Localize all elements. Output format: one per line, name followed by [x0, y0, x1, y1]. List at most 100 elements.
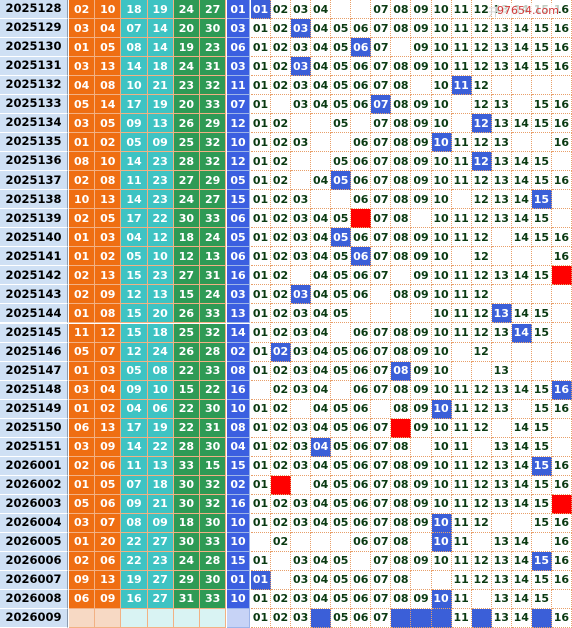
trend-number: 05 [331, 608, 352, 628]
red-ball: 12 [121, 342, 148, 362]
trend-number: 13 [491, 209, 512, 229]
trend-hit: 14 [511, 323, 532, 343]
trend-number: 03 [291, 494, 312, 514]
issue-number: 2025143 [0, 285, 68, 305]
blue-ball: 16 [227, 380, 250, 400]
trend-future-mark [531, 608, 552, 628]
trend-empty [511, 76, 532, 96]
red-ball: 24 [173, 0, 200, 20]
red-ball: 21 [147, 76, 174, 96]
trend-number: 07 [371, 171, 392, 191]
trend-number: 09 [411, 57, 432, 77]
trend-number: 05 [331, 152, 352, 172]
trend-number: 11 [451, 589, 472, 609]
trend-number: 06 [351, 190, 372, 210]
issue-number: 2025134 [0, 114, 68, 134]
red-ball: 18 [147, 323, 174, 343]
trend-empty [491, 76, 512, 96]
trend-number: 05 [331, 494, 352, 514]
issue-number: 2025148 [0, 380, 68, 400]
red-ball: 06 [147, 399, 174, 419]
red-ball: 12 [147, 228, 174, 248]
trend-number: 16 [551, 475, 572, 495]
trend-number: 07 [371, 76, 392, 96]
trend-empty [551, 342, 572, 362]
red-ball: 02 [69, 285, 96, 305]
red-ball: 22 [121, 551, 148, 571]
trend-number: 04 [311, 57, 332, 77]
red-ball: 13 [95, 418, 122, 438]
red-ball: 14 [147, 38, 174, 58]
trend-number: 04 [311, 494, 332, 514]
trend-number: 12 [471, 38, 492, 58]
red-ball: 18 [147, 475, 174, 495]
trend-number: 12 [471, 247, 492, 267]
trend-number: 10 [431, 380, 452, 400]
trend-number: 13 [491, 266, 512, 286]
red-ball: 07 [95, 513, 122, 533]
trend-number: 10 [431, 342, 452, 362]
trend-empty [551, 152, 572, 172]
red-ball: 01 [69, 532, 96, 552]
trend-number: 07 [371, 437, 392, 457]
blue-ball: 08 [227, 418, 250, 438]
issue-number: 2025141 [0, 247, 68, 267]
trend-number: 06 [351, 456, 372, 476]
trend-number: 12 [471, 323, 492, 343]
red-ball: 03 [69, 19, 96, 39]
issue-number: 2026005 [0, 532, 68, 552]
trend-number: 12 [471, 190, 492, 210]
trend-number: 04 [311, 399, 332, 419]
issue-number: 2025130 [0, 38, 68, 58]
issue-number: 2025146 [0, 342, 68, 362]
trend-future-mark [311, 608, 332, 628]
red-ball: 03 [69, 114, 96, 134]
red-ball: 33 [173, 456, 200, 476]
blue-ball: 10 [227, 133, 250, 153]
red-ball: 08 [95, 171, 122, 191]
red-ball: 01 [69, 304, 96, 324]
trend-hit: 16 [551, 380, 572, 400]
trend-number: 15 [531, 209, 552, 229]
trend-number: 13 [491, 171, 512, 191]
red-ball: 14 [121, 152, 148, 172]
trend-number: 02 [271, 437, 292, 457]
trend-hit: 06 [351, 247, 372, 267]
red-ball: 33 [200, 361, 227, 381]
red-ball: 33 [200, 209, 227, 229]
trend-number: 12 [471, 475, 492, 495]
trend-empty [411, 209, 432, 229]
trend-number: 04 [311, 513, 332, 533]
trend-empty [491, 513, 512, 533]
red-ball: 14 [121, 437, 148, 457]
blue-ball: 03 [227, 285, 250, 305]
trend-empty [451, 361, 472, 381]
trend-number: 03 [291, 133, 312, 153]
red-ball: 02 [69, 266, 96, 286]
red-ball: 19 [147, 418, 174, 438]
trend-number: 09 [411, 19, 432, 39]
issue-number: 2025149 [0, 399, 68, 419]
trend-empty [391, 304, 412, 324]
trend-number: 08 [391, 513, 412, 533]
trend-number: 16 [551, 38, 572, 58]
red-ball: 15 [121, 266, 148, 286]
trend-number: 09 [411, 551, 432, 571]
red-ball: 22 [200, 380, 227, 400]
red-ball: 11 [121, 171, 148, 191]
red-ball: 19 [147, 95, 174, 115]
red-ball: 10 [95, 152, 122, 172]
trend-number: 05 [331, 304, 352, 324]
trend-empty [411, 570, 432, 590]
red-ball: 29 [200, 171, 227, 191]
trend-number: 12 [471, 95, 492, 115]
red-ball: 27 [200, 0, 227, 20]
trend-number: 07 [371, 570, 392, 590]
trend-number: 06 [351, 399, 372, 419]
trend-number: 08 [391, 247, 412, 267]
trend-number: 01 [251, 266, 272, 286]
trend-empty [491, 228, 512, 248]
trend-number: 01 [251, 323, 272, 343]
trend-empty [371, 304, 392, 324]
trend-number: 06 [351, 76, 372, 96]
